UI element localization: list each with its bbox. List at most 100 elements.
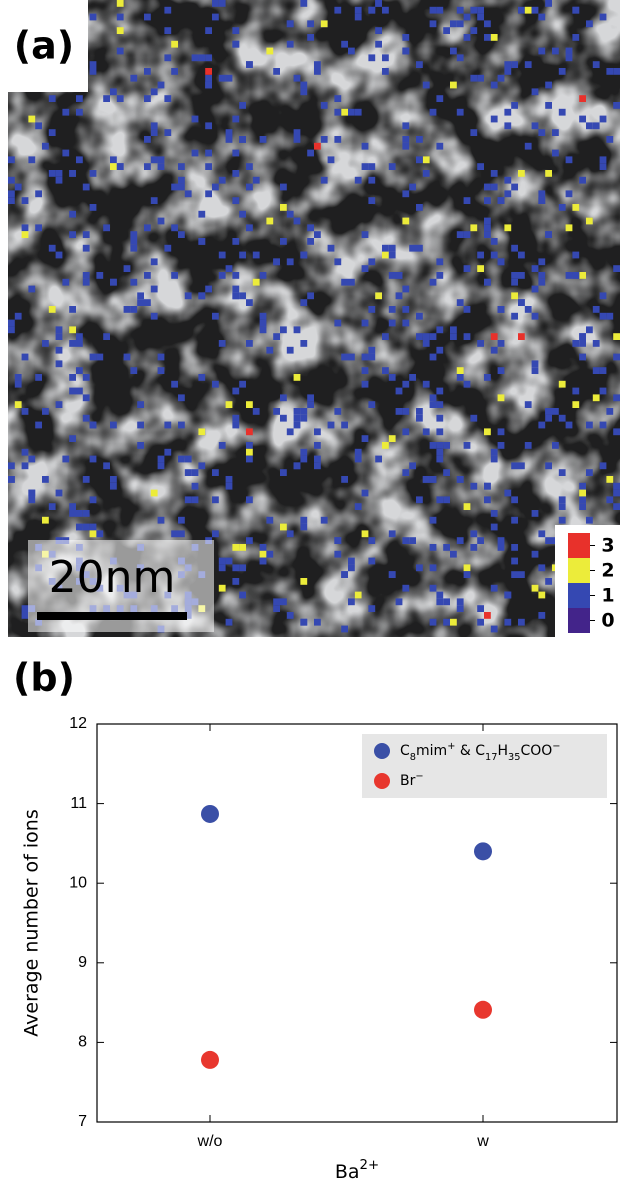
ion-pixel xyxy=(280,326,287,334)
ion-pixel xyxy=(320,102,328,109)
ion-pixel xyxy=(470,129,478,136)
ion-pixel xyxy=(55,360,63,368)
ion-pixel xyxy=(382,244,389,252)
ion-pixel xyxy=(69,170,76,177)
ion-pixel xyxy=(341,40,348,48)
ion-pixel xyxy=(89,530,97,538)
ion-pixel xyxy=(395,387,403,395)
ion-pixel xyxy=(511,462,518,470)
ion-pixel xyxy=(518,170,525,177)
ion-pixel xyxy=(82,244,90,252)
ion-pixel xyxy=(422,428,430,436)
ion-pixel xyxy=(212,0,219,7)
ion-pixel xyxy=(545,81,552,89)
colorbar-swatch xyxy=(568,583,590,608)
ion-pixel xyxy=(586,421,593,429)
ion-pixel xyxy=(545,170,552,177)
ion-pixel xyxy=(436,387,444,395)
ion-pixel xyxy=(280,414,287,422)
ion-pixel xyxy=(76,108,83,116)
ion-pixel xyxy=(116,47,124,55)
ion-pixel xyxy=(157,367,165,374)
ion-pixel xyxy=(429,584,437,592)
ion-pixel xyxy=(225,476,233,483)
ion-pixel xyxy=(443,469,450,476)
ion-pixel xyxy=(164,6,172,14)
ion-pixel xyxy=(477,163,484,170)
ion-pixel xyxy=(205,54,212,62)
ion-pixel xyxy=(558,496,566,504)
ion-pixel xyxy=(164,95,172,102)
ion-pixel xyxy=(130,74,138,82)
ion-pixel xyxy=(205,74,212,82)
ion-pixel xyxy=(402,217,410,225)
ion-pixel xyxy=(422,170,430,177)
ion-pixel xyxy=(538,564,546,572)
ion-pixel xyxy=(545,414,552,422)
ion-pixel xyxy=(511,496,518,504)
ion-pixel xyxy=(14,380,22,388)
ion-pixel xyxy=(35,122,42,130)
ion-pixel xyxy=(286,530,294,538)
ion-pixel xyxy=(89,353,97,361)
scale-bar-label: 20nm xyxy=(49,552,176,603)
ion-pixel xyxy=(110,482,117,490)
ion-pixel xyxy=(212,13,219,21)
ion-pixel xyxy=(456,367,464,374)
ion-pixel xyxy=(592,122,600,130)
ion-pixel xyxy=(361,353,369,361)
ion-pixel xyxy=(232,272,240,279)
ion-pixel xyxy=(511,312,518,320)
ion-pixel xyxy=(456,231,464,238)
ion-pixel xyxy=(198,428,206,436)
ion-pixel xyxy=(395,292,403,300)
ion-pixel xyxy=(436,455,444,463)
ion-pixel xyxy=(429,20,437,28)
ion-pixel xyxy=(402,428,410,436)
ion-pixel xyxy=(497,367,505,374)
ion-pixel xyxy=(463,34,471,41)
ion-pixel xyxy=(341,108,348,116)
ion-pixel xyxy=(436,414,444,422)
ion-pixel xyxy=(545,102,552,109)
ion-pixel xyxy=(456,598,464,606)
x-axis-label: Ba2+ xyxy=(335,1158,379,1183)
ion-pixel xyxy=(150,285,158,293)
ion-pixel xyxy=(246,428,253,436)
ion-pixel xyxy=(375,292,382,300)
ion-pixel xyxy=(286,346,294,354)
ion-pixel xyxy=(368,54,376,62)
ion-pixel xyxy=(178,455,185,463)
ion-pixel xyxy=(545,0,552,7)
ion-pixel xyxy=(613,503,620,510)
ion-pixel xyxy=(144,13,151,21)
ion-pixel xyxy=(490,448,498,456)
ion-pixel xyxy=(409,537,416,544)
ion-pixel xyxy=(184,190,192,198)
ion-pixel xyxy=(232,421,240,429)
ion-pixel xyxy=(375,40,382,48)
ion-pixel xyxy=(205,190,212,198)
ion-pixel xyxy=(470,414,478,422)
ion-pixel xyxy=(259,272,267,279)
ion-pixel xyxy=(191,469,199,476)
ion-pixel xyxy=(586,122,593,130)
ion-pixel xyxy=(422,380,430,388)
ion-pixel xyxy=(21,224,29,232)
ion-pixel xyxy=(388,319,396,327)
ion-pixel xyxy=(252,251,260,259)
ion-pixel xyxy=(130,231,138,238)
ion-pixel xyxy=(286,258,294,266)
ion-pixel xyxy=(246,183,253,191)
ion-pixel xyxy=(280,204,287,211)
ion-pixel xyxy=(490,584,498,592)
ion-pixel xyxy=(327,244,335,252)
ion-pixel xyxy=(218,340,226,347)
ion-pixel xyxy=(341,278,348,286)
ion-pixel xyxy=(300,251,308,259)
ion-pixel xyxy=(511,544,518,551)
ion-pixel xyxy=(511,183,518,191)
y-tick-label: 9 xyxy=(78,954,87,971)
ion-pixel xyxy=(130,244,138,252)
